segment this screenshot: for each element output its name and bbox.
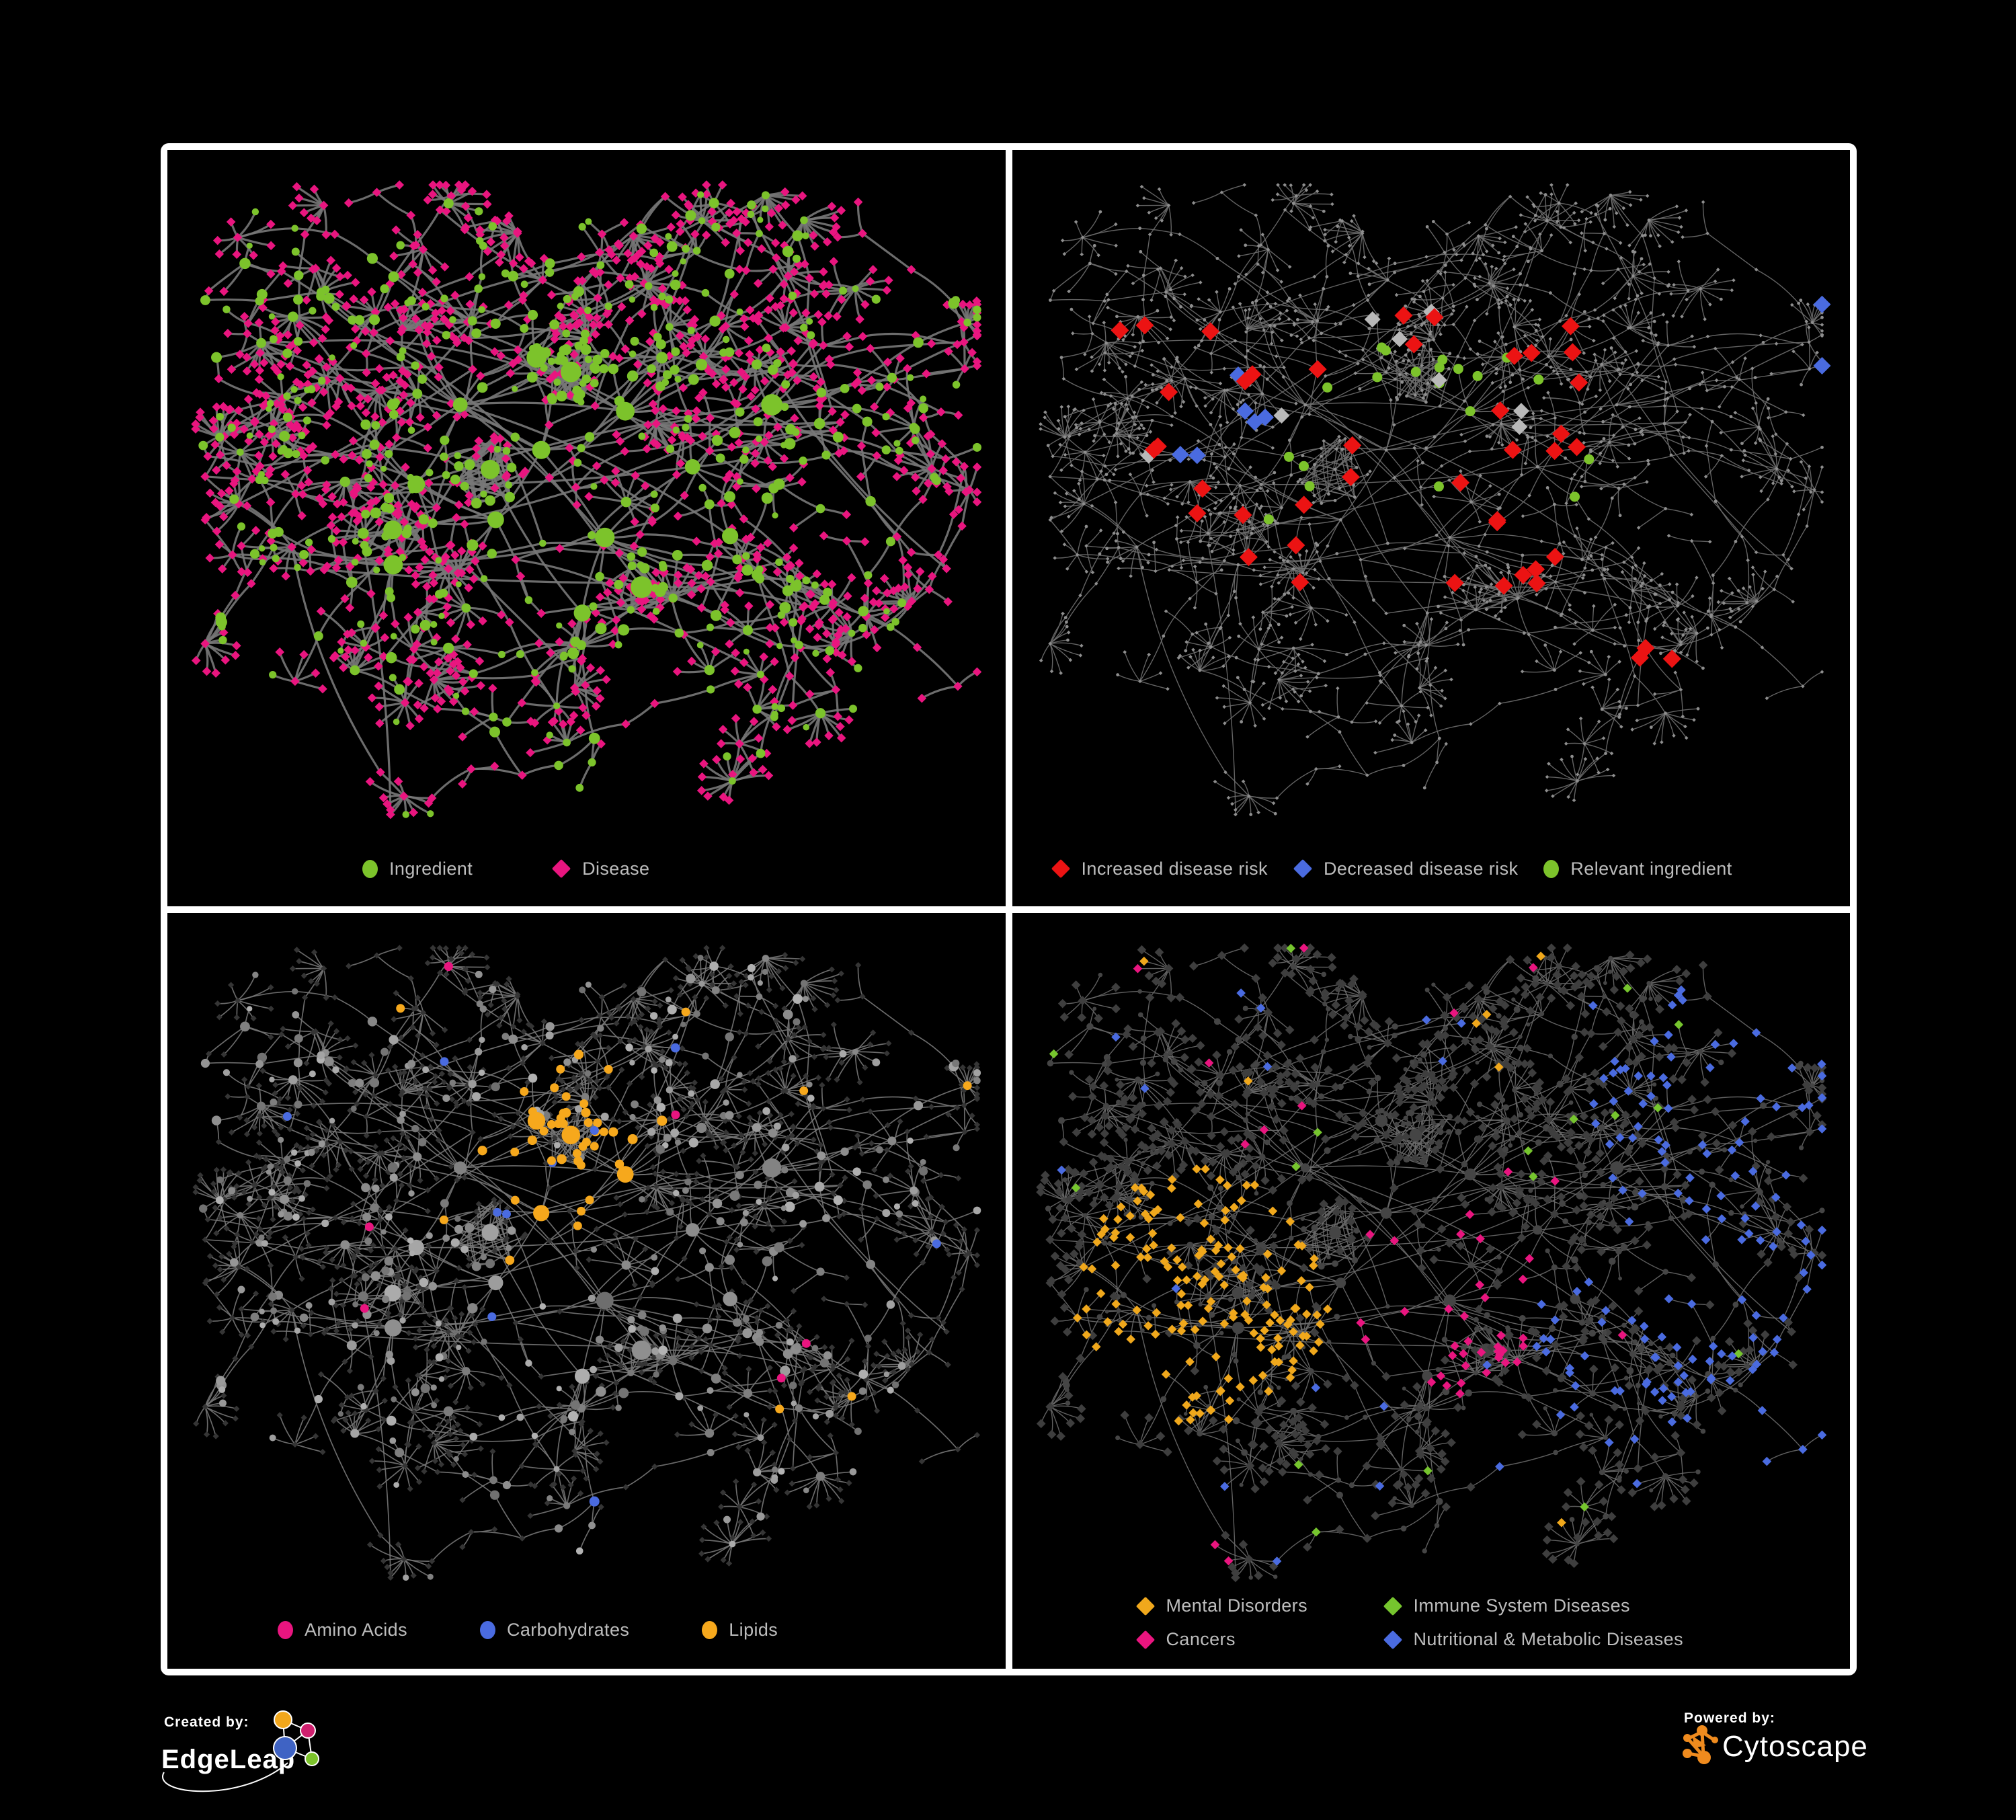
legend-circle-icon <box>362 859 378 878</box>
edgeleap-node-blue-icon <box>273 1736 297 1760</box>
powered-by-label: Powered by: <box>1684 1710 1775 1726</box>
panel-disease-risk: Increased disease risk Decreased disease … <box>1012 150 1850 906</box>
legend-diamond-icon <box>551 859 571 879</box>
legend-diamond-icon <box>1135 1630 1155 1649</box>
legend-nutrient-classes: Amino Acids Carbohydrates Lipids <box>278 1620 778 1640</box>
nutrient-class-graph <box>192 944 981 1581</box>
legend-circle-icon <box>479 1621 495 1639</box>
legend-item: Immune System Diseases <box>1383 1595 1683 1616</box>
legend-item: Disease <box>551 858 650 879</box>
edgeleap-logo: Created by: EdgeLeap <box>161 1710 319 1792</box>
legend-item: Ingredient <box>362 859 473 879</box>
legend-label: Ingredient <box>389 858 473 879</box>
legend-ingredient-disease: Ingredient Disease <box>362 859 649 879</box>
cytoscape-wordmark: Cytoscape <box>1722 1730 1868 1763</box>
legend-item: Carbohydrates <box>479 1620 630 1640</box>
legend-diamond-icon <box>1051 859 1070 879</box>
legend-label: Lipids <box>729 1620 778 1640</box>
legend-diamond-icon <box>1135 1596 1155 1616</box>
legend-item: Relevant ingredient <box>1543 859 1732 879</box>
panel-nutrient-classes: Amino Acids Carbohydrates Lipids <box>167 912 1006 1669</box>
disease-risk-graph <box>1038 183 1830 817</box>
disease-class-graph <box>1035 943 1826 1582</box>
legend-label: Nutritional & Metabolic Diseases <box>1413 1629 1683 1649</box>
legend-item: Decreased disease risk <box>1293 859 1518 879</box>
legend-diamond-icon <box>1383 1630 1402 1649</box>
created-by-label: Created by: <box>164 1714 249 1730</box>
legend-circle-icon <box>1543 859 1560 878</box>
legend-label: Mental Disorders <box>1166 1595 1307 1616</box>
legend-label: Carbohydrates <box>506 1620 630 1640</box>
legend-item: Nutritional & Metabolic Diseases <box>1383 1629 1683 1650</box>
legend-item: Increased disease risk <box>1051 859 1268 879</box>
cytoscape-logo: Powered by: Cytoscape <box>1683 1710 1868 1764</box>
cytoscape-network-icon <box>1683 1725 1718 1764</box>
edgeleap-node-yellow-icon <box>274 1710 292 1729</box>
legend-label: Disease <box>582 858 650 879</box>
legend-label: Amino Acids <box>305 1620 407 1640</box>
legend-label: Decreased disease risk <box>1323 858 1519 879</box>
edgeleap-wordmark: EdgeLeap <box>161 1745 295 1774</box>
edgeleap-node-green-icon <box>305 1751 319 1766</box>
edgeleap-network-icon <box>273 1710 319 1766</box>
legend-item: Amino Acids <box>278 1620 407 1640</box>
panel-disease-classes: Mental Disorders Immune System Diseases Ca… <box>1012 912 1850 1669</box>
legend-item: Mental Disorders <box>1135 1595 1383 1616</box>
edgeleap-swoosh <box>162 1762 288 1792</box>
legend-disease-classes: Mental Disorders Immune System Diseases Ca… <box>1135 1595 1683 1650</box>
legend-label: Relevant ingredient <box>1570 858 1732 879</box>
legend-item: Lipids <box>702 1620 778 1640</box>
legend-diamond-icon <box>1383 1596 1402 1616</box>
edgeleap-node-pink-icon <box>300 1723 316 1739</box>
legend-circle-icon <box>278 1621 293 1639</box>
legend-disease-risk: Increased disease risk Decreased disease … <box>1051 859 1732 879</box>
legend-label: Cancers <box>1166 1629 1236 1649</box>
legend-label: Immune System Diseases <box>1413 1595 1630 1616</box>
legend-diamond-icon <box>1293 859 1313 879</box>
legend-label: Increased disease risk <box>1081 858 1268 879</box>
legend-circle-icon <box>702 1621 718 1639</box>
legend-item: Cancers <box>1135 1629 1383 1650</box>
figure-frame: Ingredient Disease Increased disease risk… <box>161 143 1857 1675</box>
ingredient-disease-graph <box>191 180 982 820</box>
panel-ingredient-disease: Ingredient Disease <box>167 150 1006 906</box>
